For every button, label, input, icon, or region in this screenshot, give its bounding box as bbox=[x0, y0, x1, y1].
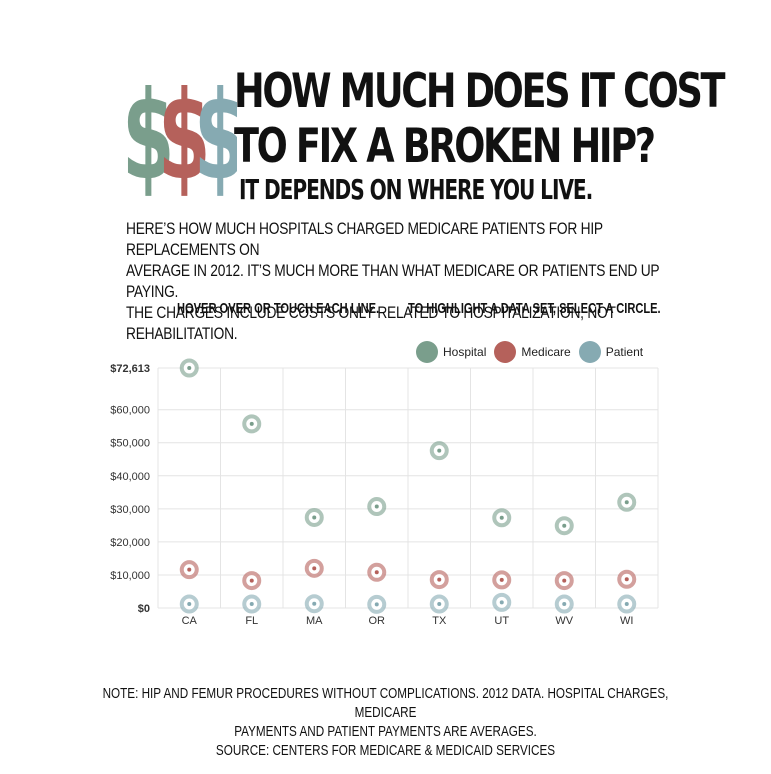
legend-item-hospital[interactable]: Hospital bbox=[416, 341, 486, 363]
point-center bbox=[312, 601, 317, 606]
point-center bbox=[249, 421, 254, 426]
y-tick-label: $50,000 bbox=[110, 438, 150, 450]
x-tick-label-wi: WI bbox=[620, 615, 633, 627]
point-center bbox=[374, 570, 379, 575]
y-tick-label: $72,613 bbox=[110, 363, 150, 375]
legend-label-patient: Patient bbox=[605, 345, 644, 359]
dollar-signs-logo: $ $ $ bbox=[122, 68, 237, 198]
point-center bbox=[437, 577, 442, 582]
hint-hover: HOVER OVER OR TOUCH EACH LINE. bbox=[177, 300, 380, 317]
point-medicare-fl[interactable] bbox=[242, 571, 262, 591]
point-hospital-wv[interactable] bbox=[554, 516, 574, 536]
x-tick-label-ma: MA bbox=[306, 615, 323, 627]
y-tick-label: $60,000 bbox=[110, 405, 150, 417]
point-center bbox=[249, 578, 254, 583]
point-center bbox=[499, 577, 504, 582]
x-tick-label-or: OR bbox=[369, 615, 386, 627]
point-medicare-ma[interactable] bbox=[304, 558, 324, 578]
grid bbox=[157, 367, 659, 609]
note-line-2: PAYMENTS AND PATIENT PAYMENTS ARE AVERAG… bbox=[234, 723, 537, 740]
point-patient-tx[interactable] bbox=[429, 594, 449, 614]
point-hospital-ca[interactable] bbox=[179, 358, 199, 378]
intro-line-3: THE CHARGES INCLUDE COSTS ONLY RELATED T… bbox=[126, 303, 616, 343]
intro-line-1: HERE’S HOW MUCH HOSPITALS CHARGED MEDICA… bbox=[126, 219, 603, 259]
x-tick-label-ut: UT bbox=[494, 615, 509, 627]
point-center bbox=[562, 602, 567, 607]
footnote: NOTE: HIP AND FEMUR PROCEDURES WITHOUT C… bbox=[85, 684, 686, 760]
y-tick-label: $30,000 bbox=[110, 504, 150, 516]
x-tick-label-ca: CA bbox=[182, 615, 198, 627]
title-line-2: TO FIX A BROKEN HIP? bbox=[234, 119, 656, 174]
x-tick-label-fl: FL bbox=[245, 615, 258, 627]
point-medicare-wi[interactable] bbox=[617, 569, 637, 589]
legend-label-medicare: Medicare bbox=[521, 345, 571, 359]
point-center bbox=[562, 578, 567, 583]
point-center bbox=[374, 504, 379, 509]
y-tick-label: $40,000 bbox=[110, 471, 150, 483]
point-center bbox=[374, 602, 379, 607]
y-tick-label: $10,000 bbox=[110, 570, 150, 582]
point-hospital-fl[interactable] bbox=[242, 414, 262, 434]
point-center bbox=[187, 366, 192, 370]
point-center bbox=[187, 567, 192, 572]
point-center bbox=[437, 448, 442, 453]
point-medicare-tx[interactable] bbox=[429, 570, 449, 590]
note-line-1: NOTE: HIP AND FEMUR PROCEDURES WITHOUT C… bbox=[102, 685, 669, 721]
point-hospital-ut[interactable] bbox=[492, 508, 512, 528]
point-medicare-wv[interactable] bbox=[554, 571, 574, 591]
legend-item-medicare[interactable]: Medicare bbox=[494, 341, 571, 363]
point-hospital-or[interactable] bbox=[367, 497, 387, 517]
point-medicare-ut[interactable] bbox=[492, 570, 512, 590]
y-tick-label: $0 bbox=[138, 603, 150, 615]
point-center bbox=[624, 602, 629, 607]
scatter-chart: $0 $10,000 $20,000 $30,000 $40,000 $50,000 $60… bbox=[110, 358, 659, 627]
point-patient-ca[interactable] bbox=[179, 594, 199, 614]
page-subtitle: IT DEPENDS ON WHERE YOU LIVE. bbox=[239, 173, 593, 206]
point-hospital-ma[interactable] bbox=[304, 507, 324, 527]
point-center bbox=[499, 515, 504, 520]
point-patient-or[interactable] bbox=[367, 594, 387, 614]
point-center bbox=[187, 602, 192, 607]
point-medicare-or[interactable] bbox=[367, 562, 387, 582]
svg-text:$: $ bbox=[194, 68, 237, 198]
y-axis-ticks: $0 $10,000 $20,000 $30,000 $40,000 $50,000 $60… bbox=[110, 363, 150, 615]
page-title: HOW MUCH DOES IT COST TO FIX A BROKEN HI… bbox=[234, 64, 726, 174]
data-points bbox=[179, 358, 637, 614]
source-line: SOURCE: CENTERS FOR MEDICARE & MEDICAID … bbox=[215, 742, 556, 759]
legend-dot-hospital bbox=[416, 341, 438, 363]
point-hospital-wi[interactable] bbox=[617, 492, 637, 512]
point-center bbox=[437, 602, 442, 607]
point-center bbox=[499, 600, 504, 605]
title-line-1: HOW MUCH DOES IT COST bbox=[234, 64, 726, 119]
legend-item-patient[interactable]: Patient bbox=[578, 341, 644, 363]
legend-label-hospital: Hospital bbox=[443, 345, 487, 359]
point-patient-wi[interactable] bbox=[617, 594, 637, 614]
intro-line-2: AVERAGE IN 2012. IT’S MUCH MORE THAN WHA… bbox=[126, 261, 660, 301]
point-patient-fl[interactable] bbox=[242, 594, 262, 614]
intro-text: HERE’S HOW MUCH HOSPITALS CHARGED MEDICA… bbox=[126, 218, 661, 344]
point-patient-ma[interactable] bbox=[304, 594, 324, 614]
point-center bbox=[624, 500, 629, 505]
point-center bbox=[249, 602, 254, 607]
svg-text:$: $ bbox=[122, 68, 175, 198]
x-axis-ticks: CA FL MA OR TX UT WV WI bbox=[182, 615, 634, 627]
x-tick-label-tx: TX bbox=[432, 615, 447, 627]
y-tick-label: $20,000 bbox=[110, 537, 150, 549]
point-hospital-tx[interactable] bbox=[429, 441, 449, 461]
legend-dot-medicare bbox=[494, 341, 517, 363]
x-tick-label-wv: WV bbox=[555, 615, 573, 627]
chart-legend: Hospital Medicare Patient bbox=[416, 341, 651, 363]
legend-dot-patient bbox=[578, 341, 601, 363]
point-center bbox=[624, 577, 629, 582]
svg-text:$: $ bbox=[158, 68, 211, 198]
point-patient-ut[interactable] bbox=[492, 592, 512, 612]
point-center bbox=[312, 566, 317, 571]
hint-highlight: TO HIGHLIGHT A DATA SET, SELECT A CIRCLE… bbox=[408, 300, 661, 317]
point-medicare-ca[interactable] bbox=[179, 560, 199, 580]
point-patient-wv[interactable] bbox=[554, 594, 574, 614]
point-center bbox=[312, 515, 317, 520]
point-center bbox=[562, 523, 567, 528]
